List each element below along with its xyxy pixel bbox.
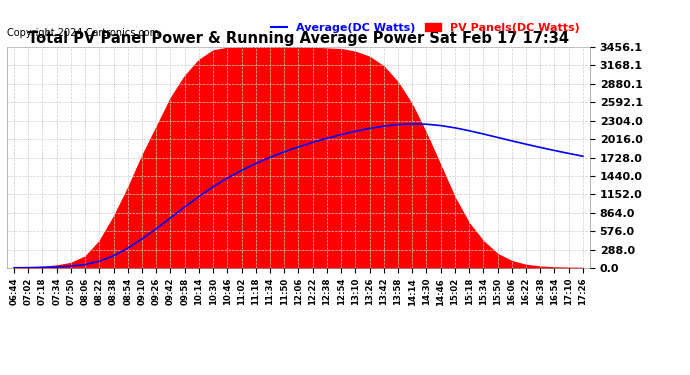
Legend: Average(DC Watts), PV Panels(DC Watts): Average(DC Watts), PV Panels(DC Watts) bbox=[266, 18, 584, 37]
Title: Total PV Panel Power & Running Average Power Sat Feb 17 17:34: Total PV Panel Power & Running Average P… bbox=[28, 31, 569, 46]
Text: Copyright 2024 Cartronics.com: Copyright 2024 Cartronics.com bbox=[7, 28, 159, 38]
